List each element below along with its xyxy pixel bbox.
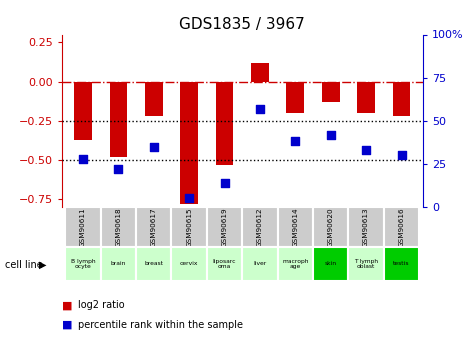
Bar	[242, 207, 278, 247]
Text: ■: ■	[62, 320, 72, 330]
Text: GSM90612: GSM90612	[257, 207, 263, 247]
Text: GSM90620: GSM90620	[328, 207, 334, 247]
Text: cell line: cell line	[5, 260, 42, 270]
Bar	[136, 207, 171, 247]
Text: ▶: ▶	[39, 260, 47, 270]
Text: GSM90611: GSM90611	[80, 207, 86, 247]
Text: GSM90616: GSM90616	[399, 207, 405, 247]
Text: macroph
age: macroph age	[282, 258, 309, 269]
Bar	[322, 81, 340, 102]
Bar	[216, 81, 233, 165]
Point	[256, 106, 264, 111]
Point	[362, 147, 370, 153]
Text: GSM90614: GSM90614	[292, 207, 298, 247]
Text: B lymph
ocyte: B lymph ocyte	[71, 258, 95, 269]
Bar	[207, 207, 242, 247]
Point	[221, 180, 228, 186]
Point	[292, 139, 299, 144]
Text: ■: ■	[62, 300, 72, 310]
Bar	[349, 207, 384, 247]
Text: GSM90615: GSM90615	[186, 207, 192, 247]
Bar	[207, 247, 242, 281]
Bar	[65, 247, 101, 281]
Bar	[171, 207, 207, 247]
Bar	[251, 63, 269, 81]
Text: liposarc
oma: liposarc oma	[213, 258, 236, 269]
Point	[79, 156, 87, 161]
Bar	[313, 247, 349, 281]
Bar	[74, 81, 92, 140]
Bar	[101, 247, 136, 281]
Bar	[145, 81, 162, 116]
Bar	[65, 207, 101, 247]
Bar	[136, 247, 171, 281]
Bar	[384, 247, 419, 281]
Text: GSM90618: GSM90618	[115, 207, 122, 247]
Text: GSM90613: GSM90613	[363, 207, 369, 247]
Text: percentile rank within the sample: percentile rank within the sample	[78, 320, 243, 330]
Text: brain: brain	[111, 262, 126, 266]
Text: T lymph
oblast: T lymph oblast	[354, 258, 378, 269]
Point	[327, 132, 334, 137]
Text: cervix: cervix	[180, 262, 199, 266]
Text: log2 ratio: log2 ratio	[78, 300, 125, 310]
Bar	[101, 207, 136, 247]
Bar	[349, 247, 384, 281]
Text: breast: breast	[144, 262, 163, 266]
Bar	[357, 81, 375, 113]
Bar	[286, 81, 304, 113]
Bar	[242, 247, 278, 281]
Text: testis: testis	[393, 262, 410, 266]
Point	[185, 196, 193, 201]
Point	[398, 152, 405, 158]
Text: liver: liver	[253, 262, 266, 266]
Bar	[313, 207, 349, 247]
Point	[150, 144, 158, 149]
Bar	[278, 247, 313, 281]
Bar	[393, 81, 410, 116]
Text: GSM90617: GSM90617	[151, 207, 157, 247]
Bar	[110, 81, 127, 157]
Bar	[384, 207, 419, 247]
Bar	[278, 207, 313, 247]
Bar	[180, 81, 198, 204]
Title: GDS1835 / 3967: GDS1835 / 3967	[180, 17, 305, 32]
Text: skin: skin	[325, 262, 337, 266]
Bar	[171, 247, 207, 281]
Text: GSM90619: GSM90619	[221, 207, 228, 247]
Point	[114, 166, 122, 172]
